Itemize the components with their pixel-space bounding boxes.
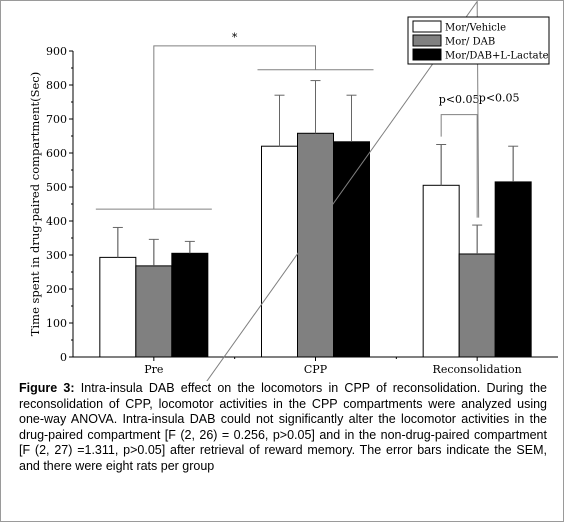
bar-mor-dab-reconsolidation: [458, 253, 496, 358]
bracket-vehicle-dab: [440, 114, 478, 218]
legend-label: Mor/ DAB: [445, 37, 495, 48]
bar-mor-dab-l-lactate-reconsolidation: [494, 181, 532, 358]
legend-label: Mor/Vehicle: [445, 23, 506, 34]
x-tick-label-pre: Pre: [144, 363, 163, 376]
y-tick-label: 800: [46, 79, 67, 92]
bar-mor-dab-l-lactate-cpp: [333, 141, 370, 358]
caption-label: Figure 3:: [19, 381, 75, 395]
y-tick-label: 100: [46, 317, 67, 330]
bar-mor-vehicle-reconsolidation: [422, 184, 460, 358]
legend-swatch: [412, 34, 442, 47]
p-value-label-2: p<0.05: [479, 91, 520, 104]
caption-text: Intra-insula DAB effect on the locomotor…: [19, 381, 547, 473]
legend-swatch: [412, 20, 442, 33]
bar-mor-vehicle-cpp: [261, 145, 298, 358]
bar-mor-dab-pre: [135, 265, 173, 358]
legend-swatch: [412, 48, 442, 61]
significance-star: *: [232, 31, 238, 44]
y-tick-label: 200: [46, 283, 67, 296]
y-tick-label: 600: [46, 147, 67, 160]
bracket-dab-lactate: [206, 1, 480, 381]
bar-mor-dab-cpp: [297, 132, 334, 358]
y-tick-label: 300: [46, 249, 67, 262]
bar-mor-vehicle-pre: [99, 256, 137, 358]
y-tick-label: 700: [46, 113, 67, 126]
x-tick-label-cpp: CPP: [304, 363, 328, 376]
bar-chart: 0 100 200 300 400 500 600 700 800 900 Time spent i…: [28, 1, 558, 381]
y-tick-label: 400: [46, 215, 67, 228]
y-axis-label: Time spent in drug-paired compartment(Se…: [28, 72, 42, 336]
significance-bracket-pre-cpp: [153, 45, 316, 210]
p-value-label-1: p<0.05: [439, 93, 480, 106]
y-tick-label: 500: [46, 181, 67, 194]
y-tick-label: 0: [60, 351, 67, 364]
bar-mor-dab-l-lactate-pre: [171, 252, 209, 358]
y-tick-label: 900: [46, 45, 67, 58]
legend-label: Mor/DAB+L-Lactate: [445, 51, 549, 62]
x-tick-label-reconsolidation: Reconsolidation: [433, 363, 522, 376]
figure-caption: Figure 3: Intra-insula DAB effect on the…: [19, 381, 547, 475]
